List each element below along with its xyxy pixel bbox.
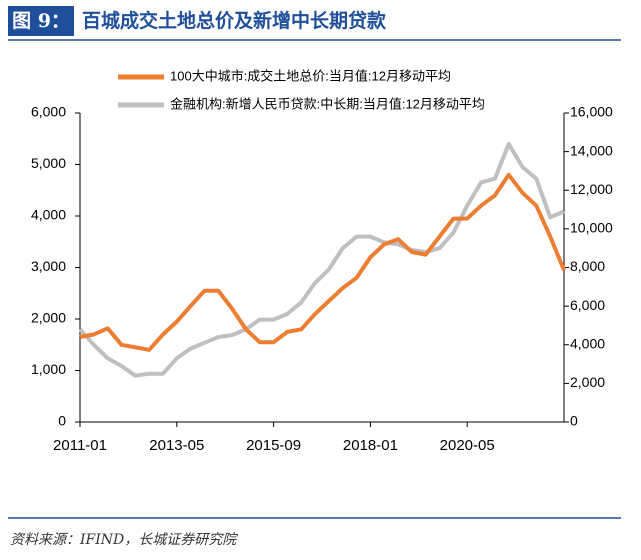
y-tick-label: 1,000 <box>31 361 66 377</box>
x-tick-label: 2020-05 <box>440 437 495 454</box>
y-tick-label: 0 <box>58 413 66 429</box>
y-tick-label: 5,000 <box>31 155 66 171</box>
figure-label-box <box>8 6 74 36</box>
y2-tick-label: 14,000 <box>570 142 613 158</box>
x-tick-label: 2018-01 <box>343 437 398 454</box>
y2-tick-label: 4,000 <box>570 335 605 351</box>
legend-label: 金融机构:新增人民币贷款:中长期:当月值:12月移动平均 <box>170 96 485 111</box>
title: 百城成交土地总价及新增中长期贷款 <box>82 9 387 32</box>
series-line <box>78 141 565 378</box>
y2-tick-label: 8,000 <box>570 258 605 274</box>
x-tick-label: 2015-09 <box>246 437 301 454</box>
y-tick-label: 2,000 <box>31 310 66 326</box>
source: 资料来源：IFIND，长城证券研究院 <box>10 532 238 548</box>
series-line <box>79 172 566 352</box>
y2-tick-label: 2,000 <box>570 374 605 390</box>
legend-label: 100大中城市:成交土地总价:当月值:12月移动平均 <box>170 68 451 83</box>
y-tick-label: 4,000 <box>31 207 66 223</box>
y-tick-label: 6,000 <box>31 104 66 120</box>
y-tick-label: 3,000 <box>31 258 66 274</box>
y2-tick-label: 6,000 <box>570 297 605 313</box>
x-tick-label: 2011-01 <box>53 437 107 454</box>
y2-tick-label: 16,000 <box>570 104 613 120</box>
y2-tick-label: 12,000 <box>570 181 613 197</box>
x-tick-label: 2013-05 <box>149 437 204 454</box>
y2-tick-label: 0 <box>570 413 578 429</box>
y2-tick-label: 10,000 <box>570 220 613 236</box>
figure-label: 图 9： <box>12 10 70 32</box>
